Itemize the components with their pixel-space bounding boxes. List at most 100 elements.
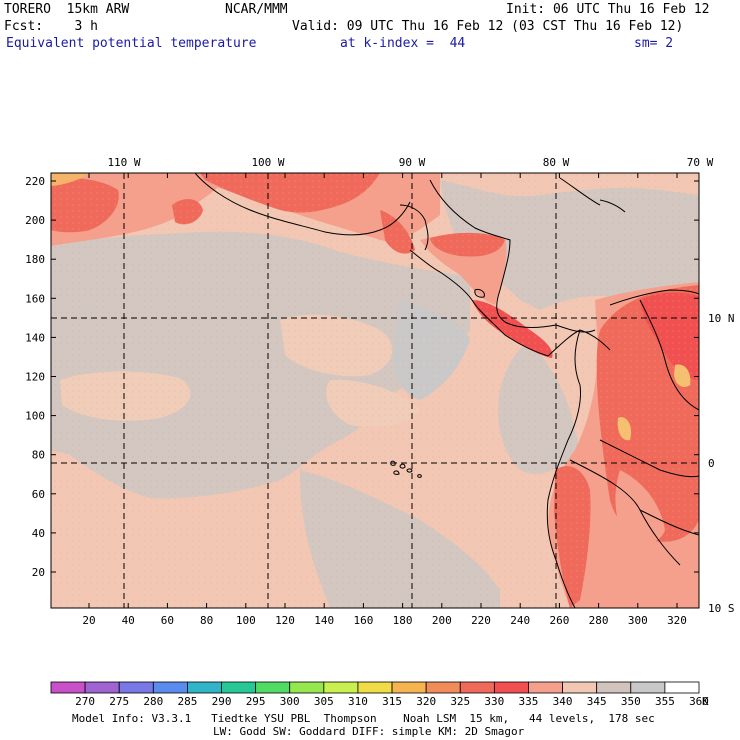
map-frame bbox=[50, 172, 700, 609]
colorbar-label: 360 bbox=[689, 695, 709, 708]
coastline-venezuela bbox=[609, 289, 699, 306]
island-galapagos-2 bbox=[399, 463, 406, 469]
island-galapagos-5 bbox=[417, 474, 422, 478]
border-ecuador-peru bbox=[569, 459, 681, 566]
x-tick-label: 60 bbox=[161, 614, 174, 627]
colorbar-label: 335 bbox=[519, 695, 539, 708]
island-galapagos-3 bbox=[393, 470, 400, 475]
smoothing-info: sm= 2 bbox=[634, 36, 674, 51]
field-name: Equivalent potential temperature bbox=[6, 36, 257, 51]
lon-label: 90 W bbox=[399, 156, 426, 169]
y-tick-label: 140 bbox=[25, 331, 45, 344]
y-tick-label: 200 bbox=[25, 214, 45, 227]
island-galapagos-1 bbox=[390, 460, 396, 466]
colorbar-swatch bbox=[323, 681, 359, 694]
x-tick-label: 260 bbox=[549, 614, 569, 627]
forecast-hour: Fcst: 3 h bbox=[4, 19, 98, 34]
y-tick-label: 160 bbox=[25, 292, 45, 305]
lat-label: 10 S bbox=[708, 602, 735, 615]
colorbar-swatch bbox=[493, 681, 529, 694]
colorbar-swatch bbox=[187, 681, 222, 694]
border-guatemala bbox=[399, 204, 429, 251]
lon-label: 100 W bbox=[251, 156, 284, 169]
colorbar-label: 295 bbox=[246, 695, 266, 708]
colorbar-swatch bbox=[562, 681, 598, 694]
level-info: at k-index = 44 bbox=[340, 36, 466, 51]
colorbar-swatch bbox=[152, 681, 188, 694]
colorbar-label: 290 bbox=[212, 695, 232, 708]
y-tick-label: 60 bbox=[32, 488, 45, 501]
colorbar-label: 315 bbox=[382, 695, 402, 708]
y-tick-label: 180 bbox=[25, 253, 45, 266]
island-cuba bbox=[599, 199, 626, 213]
colorbar-label: 270 bbox=[75, 695, 95, 708]
x-tick-label: 320 bbox=[667, 614, 687, 627]
x-tick-label: 280 bbox=[589, 614, 609, 627]
colorbar-label: 325 bbox=[450, 695, 470, 708]
lat-label: 10 N bbox=[708, 312, 735, 325]
colorbar-swatch bbox=[357, 681, 393, 694]
colorbar-swatch bbox=[50, 681, 86, 694]
colorbar-label: 275 bbox=[109, 695, 129, 708]
y-tick-label: 80 bbox=[32, 449, 45, 462]
x-tick-label: 300 bbox=[628, 614, 648, 627]
x-tick-label: 240 bbox=[510, 614, 530, 627]
colorbar-label: 300 bbox=[280, 695, 300, 708]
x-tick-label: 180 bbox=[393, 614, 413, 627]
colorbar-swatch bbox=[630, 681, 666, 694]
x-tick-label: 140 bbox=[314, 614, 334, 627]
colorbar-swatch bbox=[255, 681, 291, 694]
colorbar-swatch bbox=[84, 681, 120, 694]
colorbar-unit: K bbox=[702, 695, 709, 708]
model-label: TORERO 15km ARW bbox=[4, 2, 130, 17]
x-tick-label: 20 bbox=[82, 614, 95, 627]
colorbar-label: 310 bbox=[348, 695, 368, 708]
y-tick-label: 20 bbox=[32, 566, 45, 579]
border-caribbean-islands bbox=[559, 177, 601, 206]
x-tick-label: 160 bbox=[353, 614, 373, 627]
x-tick-label: 100 bbox=[236, 614, 256, 627]
colorbar-swatch bbox=[391, 681, 427, 694]
border-peru-brazil bbox=[639, 509, 699, 536]
border-colombia-ecuador bbox=[599, 439, 699, 478]
x-tick-label: 200 bbox=[432, 614, 452, 627]
lat-label: 0 bbox=[708, 457, 715, 470]
x-tick-label: 220 bbox=[471, 614, 491, 627]
y-tick-label: 220 bbox=[25, 175, 45, 188]
y-tick-label: 40 bbox=[32, 527, 45, 540]
colorbar-swatch bbox=[528, 681, 563, 694]
colorbar-label: 285 bbox=[177, 695, 197, 708]
colorbar-swatch bbox=[459, 681, 495, 694]
lon-label: 80 W bbox=[543, 156, 570, 169]
colorbar-label: 350 bbox=[621, 695, 641, 708]
colorbar-label: 345 bbox=[587, 695, 607, 708]
colorbar-swatch bbox=[596, 681, 632, 694]
colorbar-label: 330 bbox=[484, 695, 504, 708]
colorbar-swatch bbox=[425, 681, 461, 694]
colorbar-swatch bbox=[221, 681, 257, 694]
init-time: Init: 06 UTC Thu 16 Feb 12 bbox=[506, 2, 710, 17]
model-physics: LW: Godd SW: Goddard DIFF: simple KM: 2D… bbox=[213, 725, 525, 738]
coastline-central-america bbox=[409, 249, 549, 357]
x-tick-label: 80 bbox=[200, 614, 213, 627]
lake-nicaragua bbox=[474, 289, 485, 298]
colorbar-label: 340 bbox=[553, 695, 573, 708]
y-tick-label: 100 bbox=[25, 410, 45, 423]
x-tick-label: 40 bbox=[122, 614, 135, 627]
coastline-south-america bbox=[546, 329, 581, 608]
x-tick-label: 120 bbox=[275, 614, 295, 627]
colorbar-label: 320 bbox=[416, 695, 436, 708]
valid-time: Valid: 09 UTC Thu 16 Feb 12 (03 CST Thu … bbox=[292, 19, 684, 34]
org-label: NCAR/MMM bbox=[225, 2, 288, 17]
colorbar-swatch bbox=[664, 681, 700, 694]
colorbar-label: 305 bbox=[314, 695, 334, 708]
colorbar-swatch bbox=[289, 681, 325, 694]
colorbar-label: 280 bbox=[143, 695, 163, 708]
lon-label: 70 W bbox=[687, 156, 714, 169]
border-venezuela bbox=[639, 299, 699, 411]
model-info: Model Info: V3.3.1 Tiedtke YSU PBL Thomp… bbox=[72, 712, 655, 725]
colorbar-swatch bbox=[118, 681, 154, 694]
coastline-mexico bbox=[194, 173, 411, 236]
